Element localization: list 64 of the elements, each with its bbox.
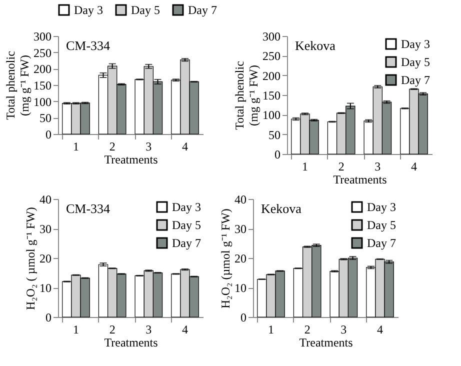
y-tick-label: 250 [34,46,52,60]
y-tick-label: 50 [40,111,52,126]
legend-label: Day 7 [401,73,430,87]
y-tick-label: 10 [234,281,246,295]
legend-label: Day 5 [131,3,160,17]
legend-label: Day 7 [188,3,217,17]
legend-label: Day 5 [367,218,396,232]
x-tick-label: 2 [338,160,344,174]
x-tick-label: 3 [340,322,347,336]
x-tick-label: 4 [411,160,418,174]
x-axis-title: Treatments [333,172,388,186]
y-tick-label: 50 [268,128,280,142]
x-axis-title: Treatments [299,336,354,350]
y-axis-title: Total phenolic (mg g⁻¹ FW) [232,61,260,130]
y-tick-label: 150 [34,78,52,92]
chart-title: CM-334 [66,201,111,216]
legend-label: Day 3 [172,200,201,214]
y-tick-label: 0 [240,310,246,324]
y-tick-label: 300 [262,30,280,44]
x-tick-label: 3 [146,140,152,154]
y-tick-label: 30 [234,222,246,236]
y-tick-label: 20 [234,252,246,266]
y-axis-title: H₂O₂ (µmol g⁻¹ FW) [218,208,232,308]
legend-label: Day 7 [367,236,396,250]
y-tick-label: 150 [262,88,280,102]
x-tick-label: 4 [182,140,188,154]
legend-label: Day 5 [172,218,201,232]
x-tick-label: 1 [72,322,79,336]
x-tick-label: 2 [304,322,310,336]
x-tick-label: 2 [109,140,116,154]
y-tick-label: 40 [40,192,52,206]
x-tick-label: 4 [182,322,188,336]
y-tick-label: 0 [46,310,52,324]
y-tick-label: 250 [262,49,280,64]
chart-title: Kekova [261,201,302,216]
x-tick-label: 1 [302,160,308,174]
x-tick-label: 3 [146,322,152,336]
x-tick-label: 4 [377,322,384,336]
x-axis-title: Treatments [104,152,158,166]
chart-title: CM-334 [66,38,111,53]
x-tick-label: 2 [109,322,116,336]
y-tick-label: 40 [234,192,246,206]
y-axis-title: H₂O₂ ( µmol g⁻¹ FW) [24,207,38,310]
y-tick-label: 200 [34,62,52,76]
y-tick-label: 30 [40,222,52,236]
y-tick-label: 100 [262,108,280,122]
x-tick-label: 1 [268,322,274,336]
y-tick-label: 200 [262,68,280,83]
chart-title: Kekova [295,38,336,53]
legend-label: Day 7 [172,236,201,250]
y-tick-label: 20 [40,252,52,266]
legend-label: Day 3 [367,200,396,214]
y-tick-label: 100 [34,94,52,109]
y-tick-label: 10 [40,281,52,295]
y-tick-label: 0 [274,148,280,162]
legend-label: Day 3 [74,3,103,17]
y-tick-label: 300 [34,30,52,44]
x-tick-label: 1 [72,140,79,154]
x-axis-title: Treatments [104,336,158,350]
legend-label: Day 3 [401,37,430,51]
y-tick-label: 0 [46,128,52,142]
y-axis-title: Total phenolic (mg g⁻¹ FW) [4,51,32,120]
x-tick-label: 3 [374,160,381,174]
legend-label: Day 5 [401,55,430,69]
